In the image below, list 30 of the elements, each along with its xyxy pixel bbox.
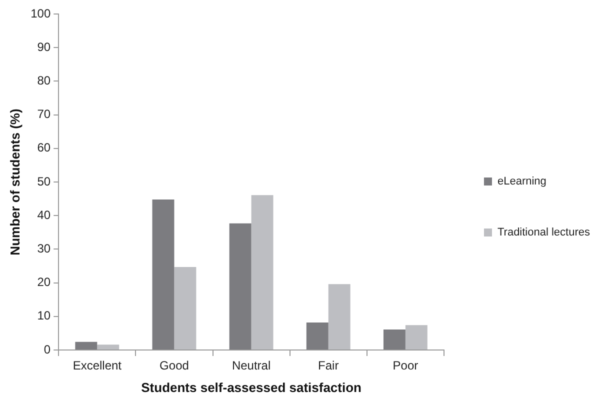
bar [328, 284, 350, 350]
y-tick-label: 70 [37, 107, 51, 122]
y-tick-label: 90 [37, 40, 51, 54]
y-axis-title: Number of students (%) [7, 108, 22, 256]
legend-label: Traditional lectures [497, 226, 590, 239]
bar [229, 223, 252, 350]
y-tick-label: 0 [44, 342, 51, 356]
y-tick-label: 60 [37, 140, 51, 155]
y-tick-label: 30 [37, 242, 51, 256]
x-tick-label: Neutral [232, 358, 271, 373]
y-tick-label: 50 [37, 174, 51, 188]
bar [383, 330, 406, 350]
x-tick-label: Poor [392, 358, 418, 373]
y-tick-label: 40 [37, 208, 51, 222]
y-tick-label: 20 [37, 275, 51, 290]
bar [251, 195, 274, 350]
x-tick-label: Excellent [72, 358, 122, 373]
y-tick-label: 80 [37, 74, 51, 88]
x-tick-label: Fair [318, 358, 339, 373]
x-tick-label: Good [160, 358, 189, 373]
legend-label: eLearning [497, 176, 546, 188]
y-tick-label: 10 [37, 308, 51, 323]
x-axis-title: Students self-assessed satisfaction [141, 380, 362, 395]
bar [306, 322, 328, 350]
bar [405, 325, 428, 350]
bar [75, 342, 98, 350]
bar [152, 199, 174, 350]
bar [174, 267, 196, 350]
bar [97, 344, 120, 350]
y-tick-label: 100 [30, 6, 51, 20]
